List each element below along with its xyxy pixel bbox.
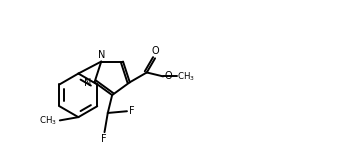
Text: F: F <box>101 134 106 145</box>
Text: CH$_3$: CH$_3$ <box>39 115 57 127</box>
Text: O: O <box>165 71 172 81</box>
Text: O: O <box>152 46 160 56</box>
Text: CH$_3$: CH$_3$ <box>177 70 195 83</box>
Text: F: F <box>129 106 134 116</box>
Text: N: N <box>98 50 106 60</box>
Text: N: N <box>84 78 91 88</box>
